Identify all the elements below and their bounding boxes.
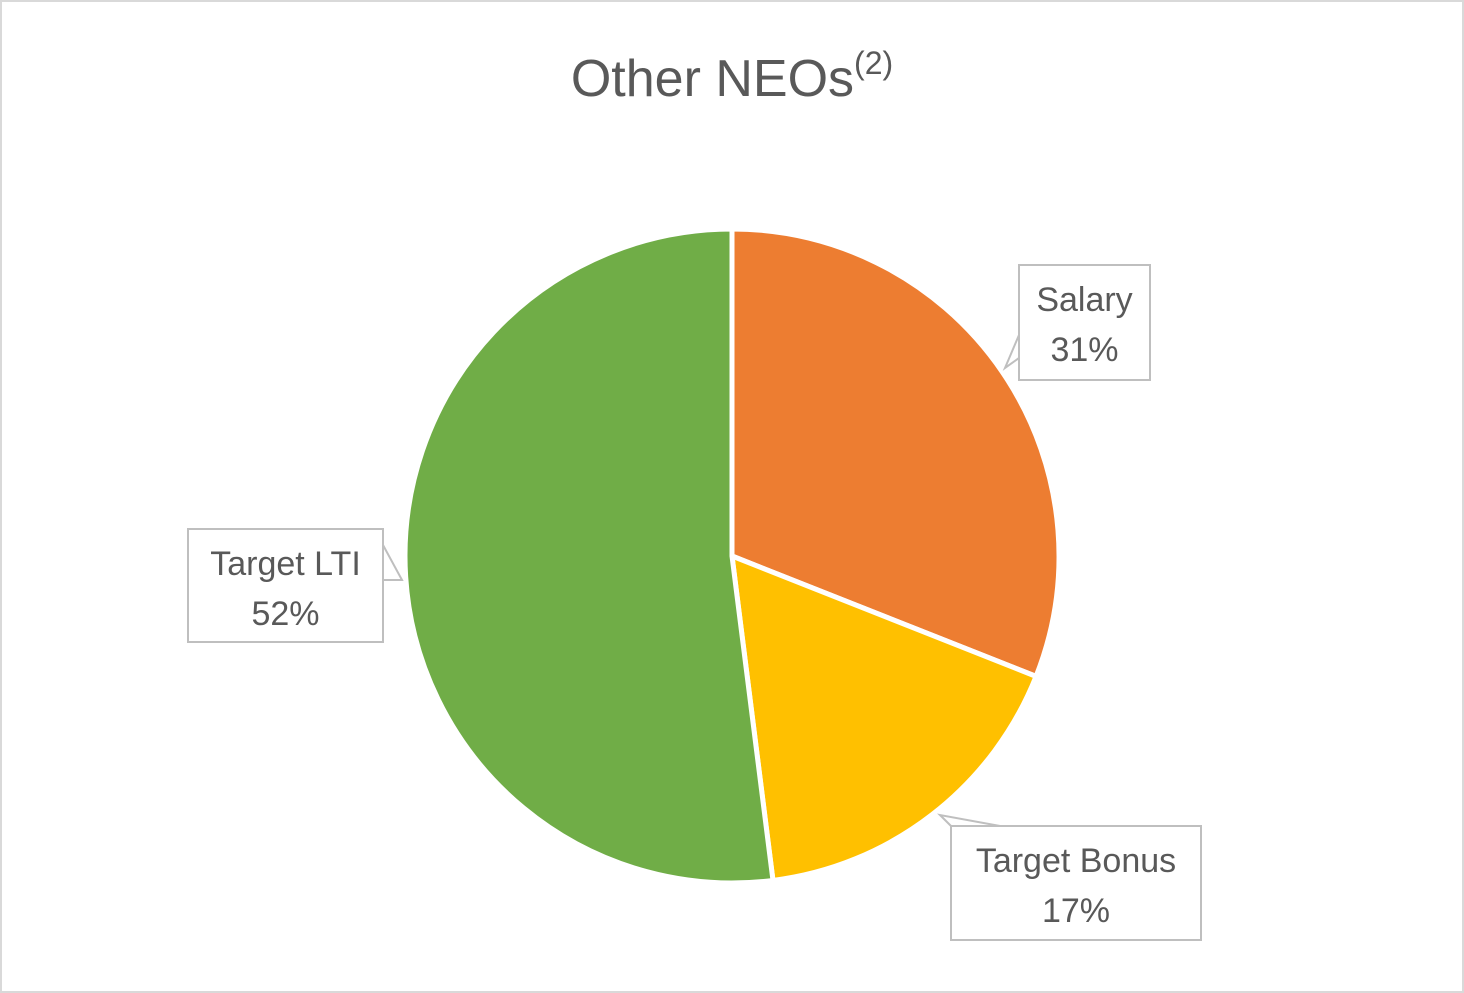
slice-label: Target LTI bbox=[210, 545, 361, 583]
label-pointer bbox=[1002, 334, 1020, 371]
label-pointer bbox=[382, 544, 404, 581]
pie-slice bbox=[729, 553, 1039, 883]
pie-slice bbox=[402, 226, 776, 886]
slice-label: Salary bbox=[1036, 281, 1132, 319]
chart-title: Other NEOs(2) bbox=[571, 45, 893, 108]
slice-value-label: 17% bbox=[1042, 892, 1110, 930]
label-pointer bbox=[937, 813, 1001, 827]
label-box bbox=[1018, 264, 1151, 381]
slice-value-label: 52% bbox=[251, 595, 319, 633]
label-box bbox=[950, 825, 1202, 941]
title-text: Other NEOs bbox=[571, 50, 854, 108]
pie-slice bbox=[729, 226, 1062, 679]
label-box bbox=[187, 528, 384, 643]
slice-value-label: 31% bbox=[1050, 331, 1118, 369]
slice-label: Target Bonus bbox=[976, 842, 1176, 880]
title-superscript: (2) bbox=[854, 45, 893, 81]
